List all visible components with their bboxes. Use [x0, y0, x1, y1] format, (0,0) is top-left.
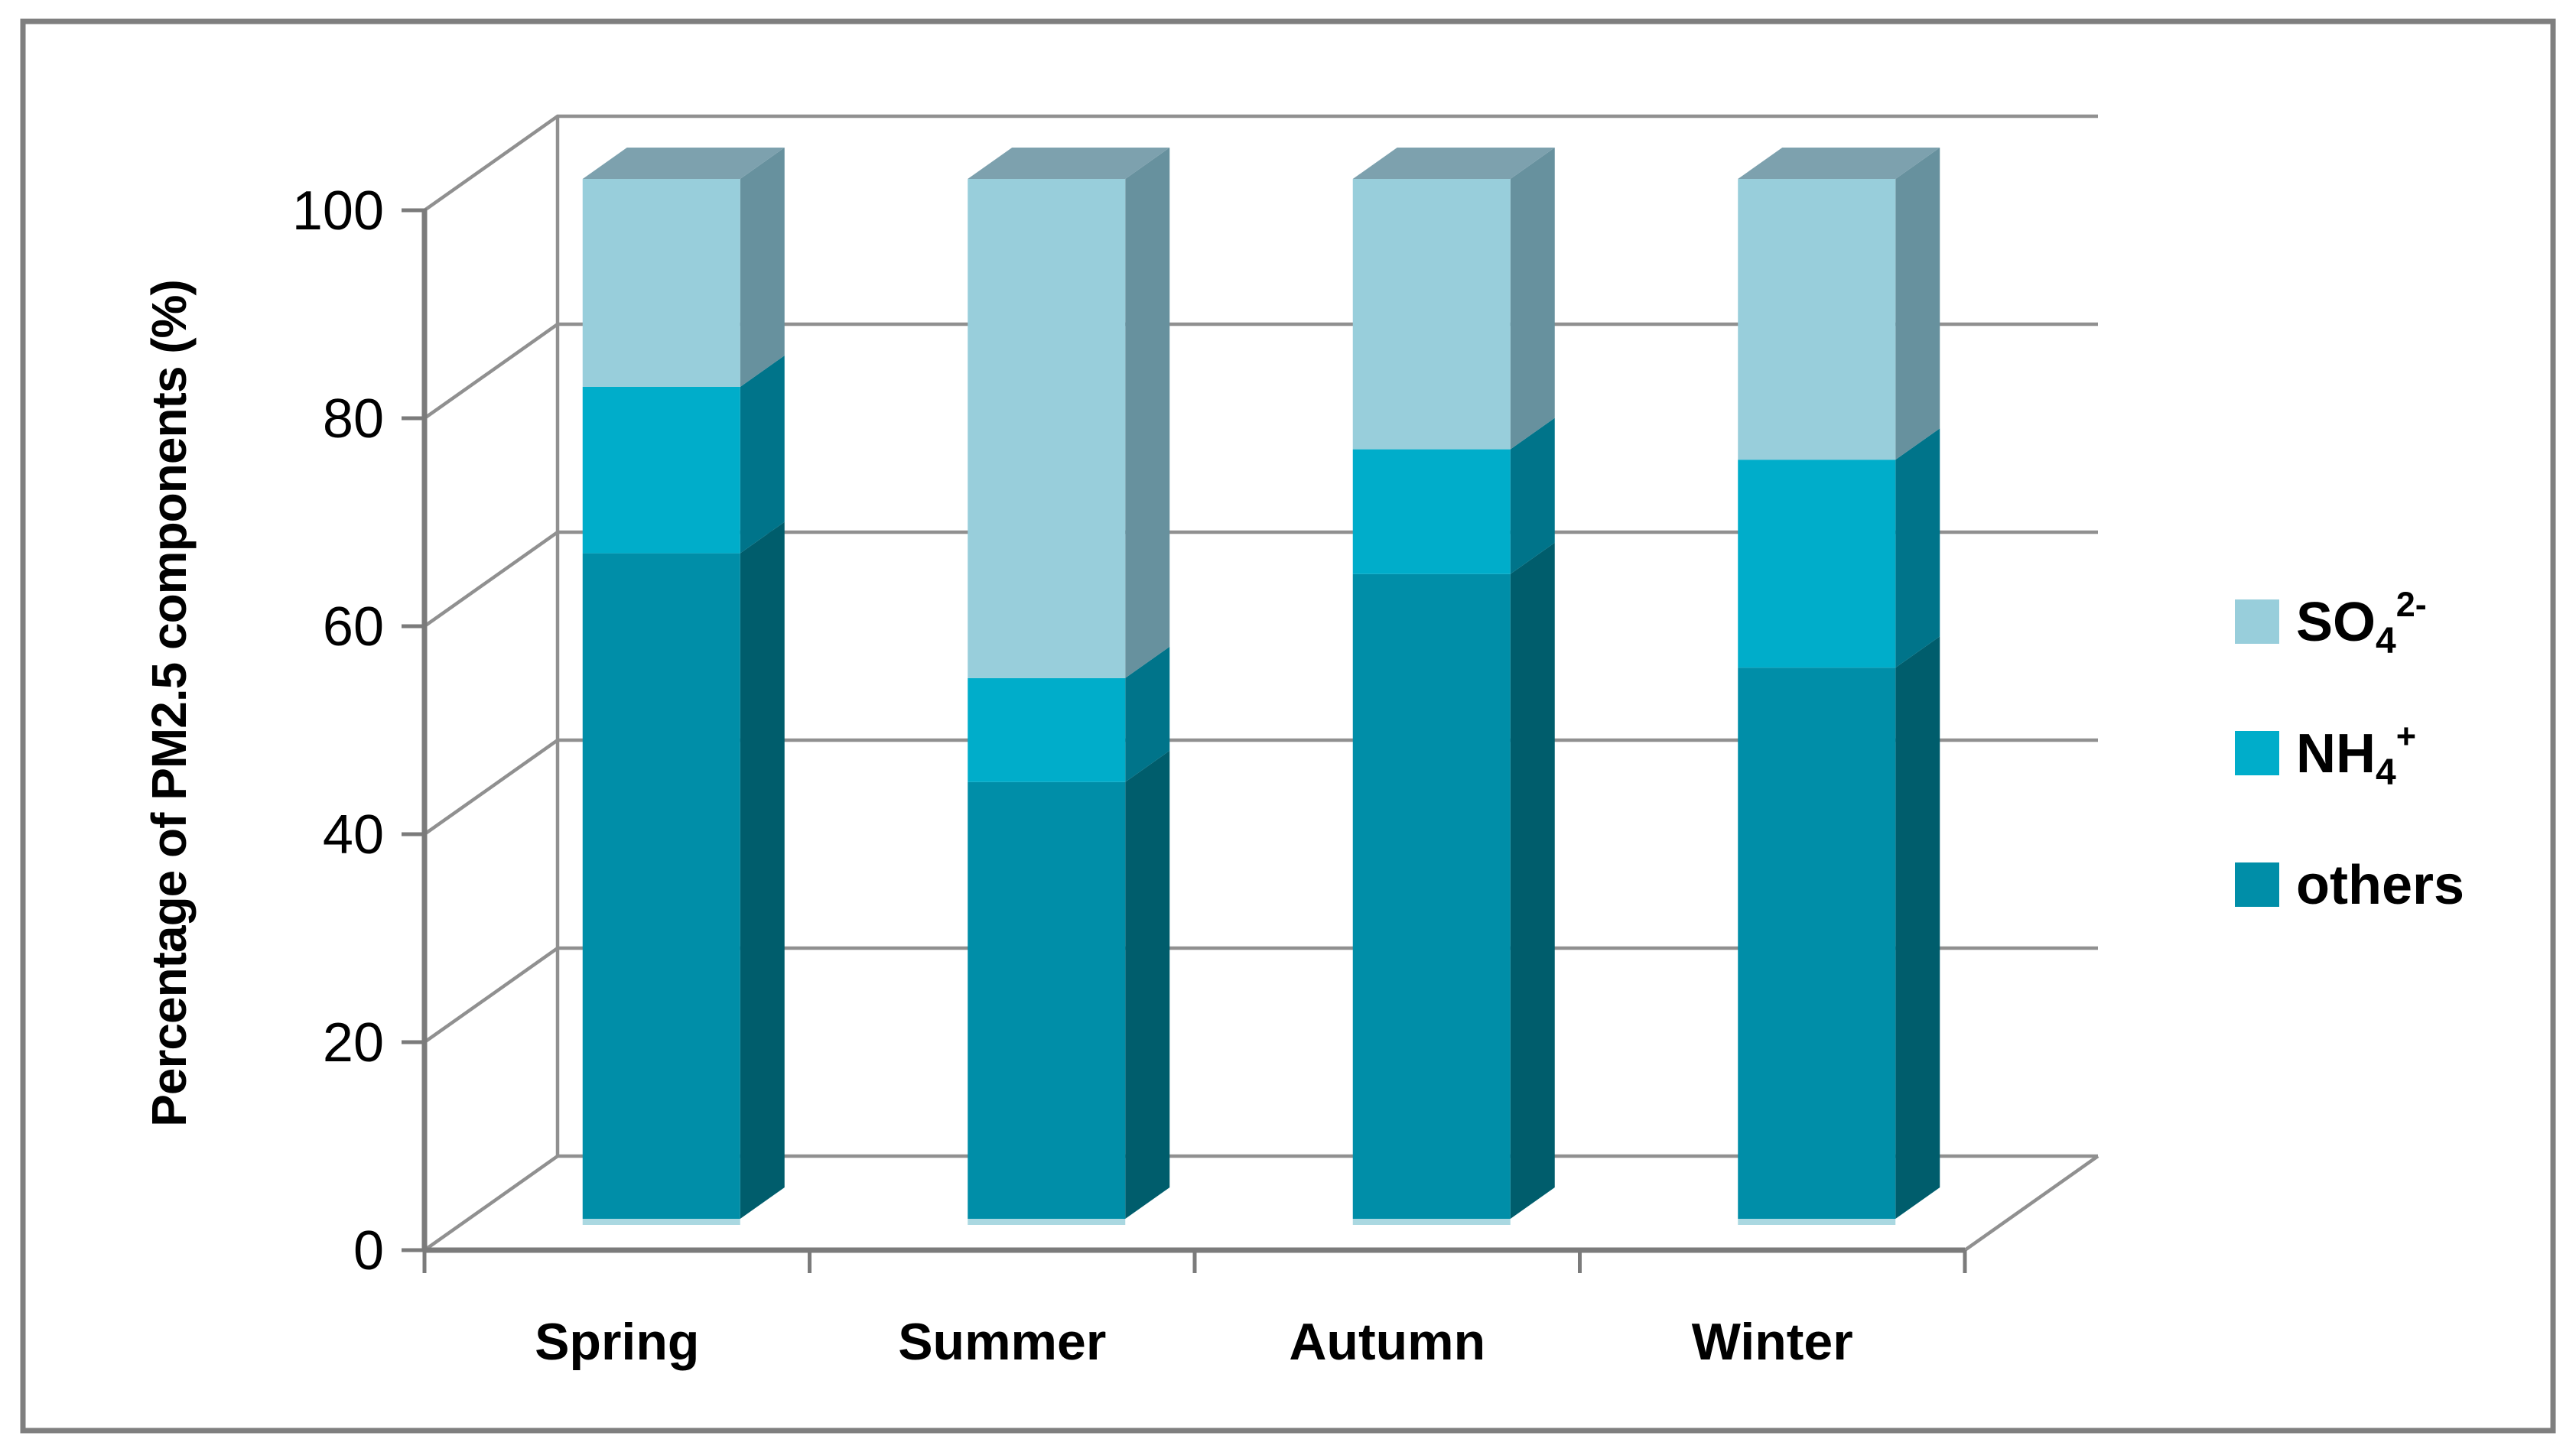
legend-item-nh4: NH4+ — [2235, 716, 2416, 793]
bar-segment-side-summer-others — [1125, 750, 1170, 1219]
bar-segment-side-autumn-nh4 — [1510, 417, 1555, 574]
legend-label-others: others — [2296, 855, 2464, 916]
x-axis-label-summer: Summer — [898, 1313, 1106, 1371]
bar-base-highlight-winter — [1738, 1219, 1896, 1225]
bar-top-face-summer — [968, 148, 1170, 179]
bar-base-highlight-autumn — [1352, 1219, 1511, 1225]
axis-labels: 0 20 40 60 80 100 Spring Summer Autumn Winter Perc… — [141, 180, 1853, 1371]
bar-autumn — [1352, 148, 1555, 1225]
bar-winter — [1738, 148, 1940, 1225]
bar-segment-autumn-nh4 — [1352, 449, 1511, 574]
bar-segment-winter-so42 — [1738, 179, 1896, 460]
bar-segment-summer-others — [968, 781, 1126, 1219]
bar-summer — [968, 148, 1170, 1225]
bar-segment-side-spring-so42 — [740, 148, 785, 387]
bar-spring — [582, 148, 785, 1225]
bars — [582, 148, 1940, 1225]
bar-segment-spring-so42 — [582, 179, 740, 387]
bar-segment-side-summer-nh4 — [1125, 646, 1170, 782]
x-axis-label-winter: Winter — [1692, 1313, 1853, 1371]
legend-label-so42: SO42- — [2296, 585, 2427, 661]
bar-segment-summer-so42 — [968, 179, 1126, 678]
bar-segment-autumn-so42 — [1352, 179, 1511, 450]
bar-segment-spring-others — [582, 553, 740, 1219]
legend-swatch-nh4 — [2235, 731, 2279, 775]
bar-segment-winter-nh4 — [1738, 460, 1896, 668]
y-axis-title: Percentage of PM2.5 components (%) — [141, 280, 197, 1127]
bar-segment-winter-others — [1738, 668, 1896, 1219]
bar-segment-side-spring-nh4 — [740, 356, 785, 554]
bar-segment-side-summer-so42 — [1125, 148, 1170, 678]
bar-top-face-spring — [582, 148, 785, 179]
bar-segment-summer-nh4 — [968, 677, 1126, 782]
chart-outer-border — [20, 18, 2556, 1434]
legend: SO42- NH4+ others — [2235, 585, 2464, 916]
bar-segment-side-winter-nh4 — [1895, 428, 1940, 668]
legend-swatch-so42 — [2235, 599, 2279, 644]
floor-right-edge — [1963, 1155, 2100, 1252]
axes — [402, 208, 1967, 1273]
floor-back-edge — [423, 1154, 2098, 1252]
legend-item-so42: SO42- — [2235, 585, 2427, 661]
y-tick-label-60: 60 — [323, 596, 384, 658]
bar-segment-side-winter-others — [1895, 636, 1940, 1219]
y-tick-label-40: 40 — [323, 804, 384, 866]
x-axis-label-spring: Spring — [535, 1313, 699, 1371]
bar-segment-side-winter-so42 — [1895, 148, 1940, 460]
legend-swatch-others — [2235, 862, 2279, 907]
bar-segment-side-autumn-so42 — [1510, 148, 1555, 450]
bar-segment-autumn-others — [1352, 573, 1511, 1219]
y-tick-label-20: 20 — [323, 1012, 384, 1074]
x-axis-label-autumn: Autumn — [1289, 1313, 1485, 1371]
y-tick-label-80: 80 — [323, 388, 384, 450]
bar-top-face-winter — [1738, 148, 1940, 179]
gridlines — [423, 114, 2100, 1252]
legend-label-nh4: NH4+ — [2296, 716, 2416, 793]
bar-base-highlight-spring — [582, 1219, 740, 1225]
bar-segment-side-autumn-others — [1510, 542, 1555, 1219]
bar-segment-spring-nh4 — [582, 387, 740, 554]
bar-segment-side-spring-others — [740, 521, 785, 1219]
bar-top-face-autumn — [1352, 148, 1555, 179]
y-tick-label-0: 0 — [353, 1220, 384, 1281]
bar-base-highlight-summer — [968, 1219, 1126, 1225]
y-tick-label-100: 100 — [292, 180, 384, 242]
legend-item-others: others — [2235, 855, 2464, 916]
